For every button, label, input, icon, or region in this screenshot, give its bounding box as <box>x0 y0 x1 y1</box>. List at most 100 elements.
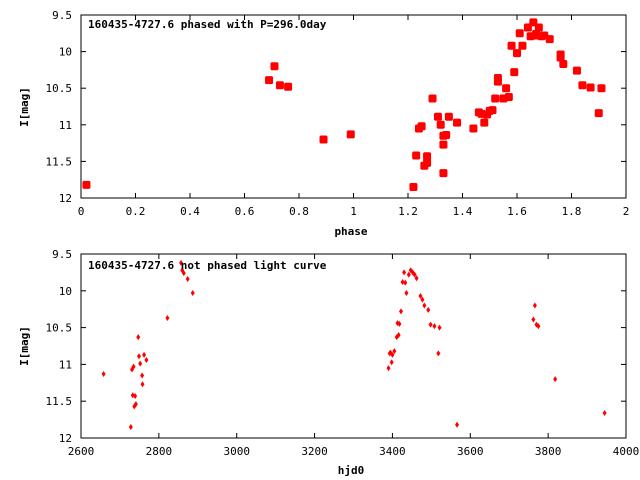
phased-data-point <box>504 92 513 101</box>
unphased-light-curve-chart: 2600 2800 3000 3200 3400 3600 3800 4000 9.5 10 10.… <box>18 248 639 477</box>
phased-data-point <box>439 169 448 178</box>
unphased-data-point <box>420 296 425 303</box>
unphased-data-point <box>142 351 147 358</box>
unphased-x-tick-label: 3000 <box>223 445 250 458</box>
unphased-data-point <box>406 271 411 278</box>
phased-data-point <box>319 135 328 144</box>
unphased-y-tick-label: 11.5 <box>46 395 73 408</box>
unphased-data-point <box>140 381 145 388</box>
phased-x-axis-label: phase <box>334 225 367 238</box>
unphased-y-tick-label: 12 <box>59 432 72 445</box>
unphased-plot-frame <box>80 253 627 439</box>
phased-data-point <box>515 29 524 38</box>
unphased-x-tick-label: 4000 <box>613 445 640 458</box>
phased-data-point <box>423 158 432 167</box>
phased-x-tick-label: 2 <box>623 205 630 218</box>
unphased-x-axis-label: hjd0 <box>338 464 365 477</box>
phased-y-tick-label: 12 <box>59 192 72 205</box>
phased-data-point <box>436 120 445 129</box>
phased-data-point <box>545 35 554 44</box>
unphased-data-point <box>386 365 391 372</box>
phased-data-point <box>586 83 595 92</box>
unphased-y-tick-label: 10.5 <box>46 322 73 335</box>
phased-data-point <box>488 106 497 115</box>
phased-data-point <box>423 152 432 161</box>
phased-data-point <box>412 151 421 160</box>
phased-data-point <box>82 180 91 189</box>
phased-data-point <box>428 94 437 103</box>
unphased-data-point <box>398 308 403 315</box>
unphased-data-point <box>165 315 170 322</box>
phased-chart-title: 160435-4727.6 phased with P=296.0day <box>88 18 327 31</box>
unphased-data-point <box>418 292 423 299</box>
unphased-data-point <box>436 350 441 357</box>
phased-y-tick-label: 11 <box>59 119 72 132</box>
phased-data-point <box>453 118 462 127</box>
phased-data-point <box>578 81 587 90</box>
phased-data-point <box>409 183 418 192</box>
unphased-data-point <box>136 334 141 341</box>
unphased-data-point <box>128 423 133 430</box>
phased-data-point <box>510 68 519 77</box>
unphased-data-point <box>144 356 149 363</box>
unphased-data-point <box>426 306 431 313</box>
phased-x-tick-label: 0 <box>78 205 85 218</box>
unphased-data-point <box>133 401 138 408</box>
unphased-y-axis-label: I[mag] <box>18 326 31 366</box>
phased-data-point <box>597 84 606 93</box>
unphased-data-point <box>532 302 537 309</box>
unphased-data-point <box>392 348 397 355</box>
phased-x-tick-label: 1.6 <box>507 205 527 218</box>
unphased-data-point <box>412 271 417 278</box>
unphased-data-point <box>396 331 401 338</box>
phased-data-points <box>82 18 606 192</box>
phased-data-point <box>275 81 284 90</box>
phased-data-point <box>518 41 527 50</box>
phased-x-tick-label: 1.4 <box>453 205 473 218</box>
phased-data-point <box>417 122 426 131</box>
unphased-data-point <box>181 270 186 277</box>
phased-data-point <box>265 76 274 85</box>
unphased-chart-title: 160435-4727.6 not phased light curve <box>88 259 327 272</box>
unphased-x-tick-label: 3400 <box>379 445 406 458</box>
unphased-data-point <box>414 275 419 282</box>
phased-data-point <box>439 140 448 149</box>
phased-y-tick-label: 10 <box>59 46 72 59</box>
unphased-data-point <box>432 323 437 330</box>
phased-data-point <box>594 109 603 118</box>
phased-data-point <box>572 66 581 75</box>
phased-x-tick-label: 0.4 <box>180 205 200 218</box>
unphased-data-point <box>536 323 541 330</box>
phased-y-tick-label: 11.5 <box>46 155 73 168</box>
phased-y-tick-label: 9.5 <box>52 9 72 22</box>
phased-data-point <box>346 130 355 139</box>
unphased-y-tick-label: 10 <box>59 285 72 298</box>
phased-data-point <box>502 84 511 93</box>
phased-x-tick-label: 1.2 <box>398 205 418 218</box>
phased-y-axis-label: I[mag] <box>18 87 31 127</box>
unphased-x-tick-label: 3800 <box>535 445 562 458</box>
phased-data-point <box>284 82 293 91</box>
phased-data-point <box>469 124 478 133</box>
unphased-data-point <box>531 316 536 323</box>
phased-axis-ticks: 0 0.2 0.4 0.6 0.8 1 1.2 1.4 1.6 1.8 2 9.5 10 10.5 11 11… <box>46 9 630 218</box>
phased-x-tick-label: 1 <box>350 205 357 218</box>
unphased-data-point <box>133 393 138 400</box>
unphased-data-points <box>101 259 607 430</box>
phased-y-tick-label: 10.5 <box>46 82 73 95</box>
unphased-x-tick-label: 3200 <box>301 445 328 458</box>
unphased-axis-ticks: 2600 2800 3000 3200 3400 3600 3800 4000 9.5 10 10.… <box>46 248 640 458</box>
unphased-x-tick-label: 2800 <box>146 445 173 458</box>
phased-data-point <box>270 62 279 71</box>
unphased-data-point <box>422 302 427 309</box>
phased-data-point <box>442 131 451 140</box>
unphased-data-point <box>390 351 395 358</box>
unphased-data-point <box>602 409 607 416</box>
phased-data-point <box>513 49 521 58</box>
unphased-data-point <box>437 324 442 331</box>
unphased-x-tick-label: 2600 <box>68 445 95 458</box>
phased-data-point <box>493 77 502 86</box>
unphased-data-point <box>428 321 433 328</box>
unphased-data-point <box>190 290 195 297</box>
